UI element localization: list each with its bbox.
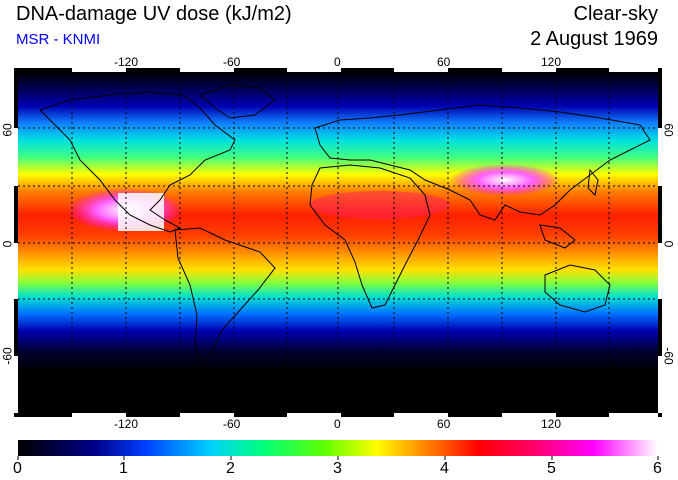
colorbar-label-1: 1 <box>119 460 128 477</box>
lat-tick-right-neg60: -60 <box>661 347 676 365</box>
coastlines <box>39 84 651 366</box>
colorbar-label-2: 2 <box>226 460 235 477</box>
lon-tick-bottom-w60: -60 <box>223 417 241 431</box>
map-subtitle: MSR - KNMI <box>16 31 101 48</box>
lon-tick-top-w60: -60 <box>223 55 241 69</box>
lon-tick-bottom-w120: -120 <box>114 417 139 431</box>
map-title: DNA-damage UV dose (kJ/m2) <box>16 3 292 25</box>
hotspot-core-mexico <box>118 193 164 231</box>
hotspot-tibet <box>450 164 560 196</box>
lon-tick-top-0: 0 <box>334 55 341 69</box>
colorbar-ticks <box>17 456 659 460</box>
lon-tick-top-e120: 120 <box>541 55 562 69</box>
colorbar <box>18 440 658 456</box>
graticule <box>18 72 658 413</box>
map-date: 2 August 1969 <box>530 28 658 50</box>
lon-tick-bottom-0: 0 <box>334 417 341 431</box>
colorbar-label-6: 6 <box>653 460 662 477</box>
lon-tick-bottom-e120: 120 <box>541 417 562 431</box>
hotspot-sahara <box>310 191 450 219</box>
sky-condition-label: Clear-sky <box>573 3 658 25</box>
frame-marks <box>14 68 662 417</box>
colorbar-label-0: 0 <box>13 460 22 477</box>
lat-tick-right-0: 0 <box>661 240 676 248</box>
colorbar-label-5: 5 <box>547 460 556 477</box>
colorbar-label-3: 3 <box>333 460 342 477</box>
lat-tick-right-60: 60 <box>661 123 676 137</box>
lat-tick-left-60: 60 <box>0 123 15 137</box>
lon-tick-top-e60: 60 <box>437 55 451 69</box>
colorbar-label-4: 4 <box>440 460 449 477</box>
lat-tick-left-0: 0 <box>0 240 15 248</box>
lon-tick-top-w120: -120 <box>114 55 139 69</box>
lat-tick-left-neg60: -60 <box>0 347 15 365</box>
lon-tick-bottom-e60: 60 <box>437 417 451 431</box>
